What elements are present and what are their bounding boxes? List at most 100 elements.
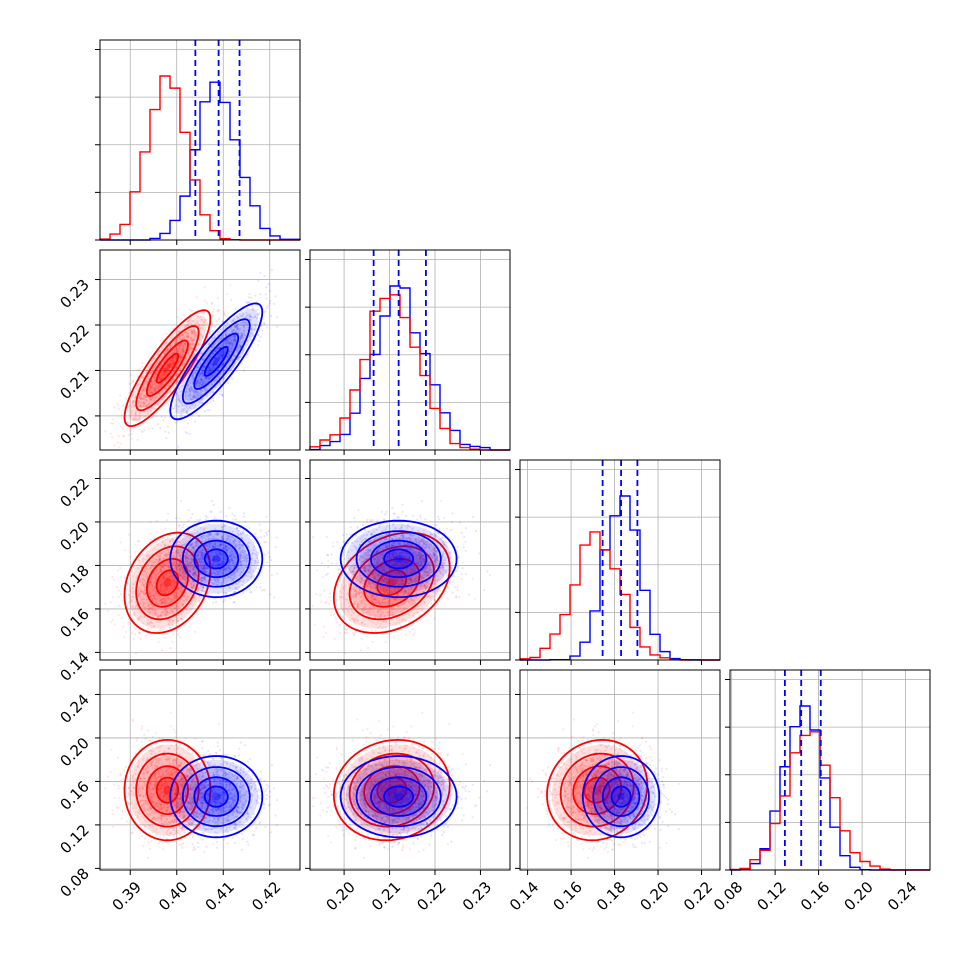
scatter-point — [158, 392, 161, 395]
scatter-point — [187, 335, 190, 338]
scatter-point — [142, 397, 145, 400]
scatter-point — [176, 392, 179, 396]
scatter-point — [275, 572, 279, 575]
scatter-point — [167, 365, 171, 368]
scatter-point — [113, 623, 116, 626]
scatter-point — [180, 355, 183, 358]
scatter-point — [177, 350, 180, 353]
scatter-point — [200, 311, 204, 314]
scatter-point — [184, 431, 187, 434]
scatter-point — [179, 337, 182, 340]
scatter-point — [160, 383, 163, 386]
scatter-point — [217, 359, 220, 362]
scatter-point — [151, 427, 154, 430]
scatter-point — [149, 520, 152, 524]
scatter-point — [190, 403, 193, 406]
scatter-point — [275, 325, 279, 328]
scatter-point — [151, 407, 154, 410]
scatter-point — [188, 387, 191, 390]
scatter-point — [242, 512, 245, 515]
scatter-point — [170, 352, 173, 355]
scatter-point — [142, 394, 145, 397]
scatter-point — [134, 412, 137, 415]
scatter-point — [116, 586, 119, 589]
scatter-point — [156, 384, 159, 387]
scatter-point — [198, 323, 201, 327]
scatter-point — [165, 332, 168, 335]
scatter-point — [172, 378, 175, 381]
scatter-point — [159, 376, 162, 379]
scatter-point — [157, 386, 160, 389]
scatter-point — [139, 394, 142, 397]
scatter-point — [189, 379, 192, 382]
scatter-point — [138, 418, 141, 421]
scatter-point — [189, 342, 192, 345]
scatter-point — [181, 356, 184, 359]
scatter-point — [164, 416, 167, 419]
scatter-point — [147, 377, 150, 380]
scatter-point — [206, 321, 209, 324]
scatter-point — [174, 374, 178, 377]
scatter-point — [194, 349, 198, 352]
scatter-point — [249, 315, 252, 318]
scatter-point — [117, 589, 120, 592]
scatter-point — [138, 415, 141, 418]
scatter-point — [254, 325, 258, 328]
scatter-point — [239, 315, 242, 318]
scatter-point — [165, 369, 169, 372]
scatter-point — [261, 329, 264, 332]
scatter-point — [152, 367, 155, 370]
scatter-point — [170, 359, 173, 362]
scatter-point — [131, 401, 134, 404]
scatter-point — [210, 340, 213, 343]
scatter-point — [203, 311, 206, 315]
scatter-point — [148, 397, 151, 400]
scatter-point — [192, 331, 195, 334]
scatter-point — [151, 396, 154, 399]
scatter-point — [173, 339, 176, 342]
scatter-point — [130, 571, 133, 574]
scatter-point — [187, 400, 190, 403]
scatter-point — [182, 345, 185, 348]
scatter-point — [167, 369, 170, 372]
scatter-point — [177, 330, 180, 333]
scatter-point — [167, 363, 170, 366]
scatter-point — [177, 380, 180, 383]
axes-frame — [729, 669, 931, 871]
scatter-point — [212, 360, 215, 363]
scatter-point — [265, 326, 268, 329]
scatter-point — [201, 335, 204, 338]
scatter-point — [269, 289, 272, 292]
scatter-point — [150, 380, 153, 383]
scatter-point — [203, 286, 206, 289]
scatter-point — [152, 358, 155, 361]
scatter-point — [169, 366, 172, 369]
scatter-point — [150, 389, 153, 392]
scatter-point — [172, 362, 175, 365]
scatter-point — [248, 534, 251, 538]
scatter-point — [181, 334, 184, 337]
scatter-point — [164, 352, 167, 355]
scatter-point — [130, 632, 133, 635]
scatter-point — [184, 342, 187, 345]
scatter-point — [152, 378, 155, 382]
scatter-point — [152, 367, 155, 370]
scatter-point — [219, 510, 222, 513]
scatter-point — [220, 337, 223, 340]
scatter-point — [166, 392, 169, 395]
scatter-point — [175, 517, 178, 520]
scatter-point — [226, 356, 229, 359]
scatter-point — [275, 316, 278, 319]
scatter-point — [135, 411, 138, 414]
scatter-point — [130, 613, 133, 616]
scatter-point — [151, 387, 154, 390]
scatter-point — [170, 363, 173, 366]
scatter-point — [191, 330, 194, 333]
scatter-point — [265, 306, 268, 309]
scatter-point — [166, 357, 169, 360]
scatter-point — [200, 379, 203, 382]
scatter-point — [181, 353, 184, 356]
scatter-point — [130, 437, 133, 440]
scatter-point — [218, 317, 221, 320]
scatter-point — [232, 591, 235, 594]
